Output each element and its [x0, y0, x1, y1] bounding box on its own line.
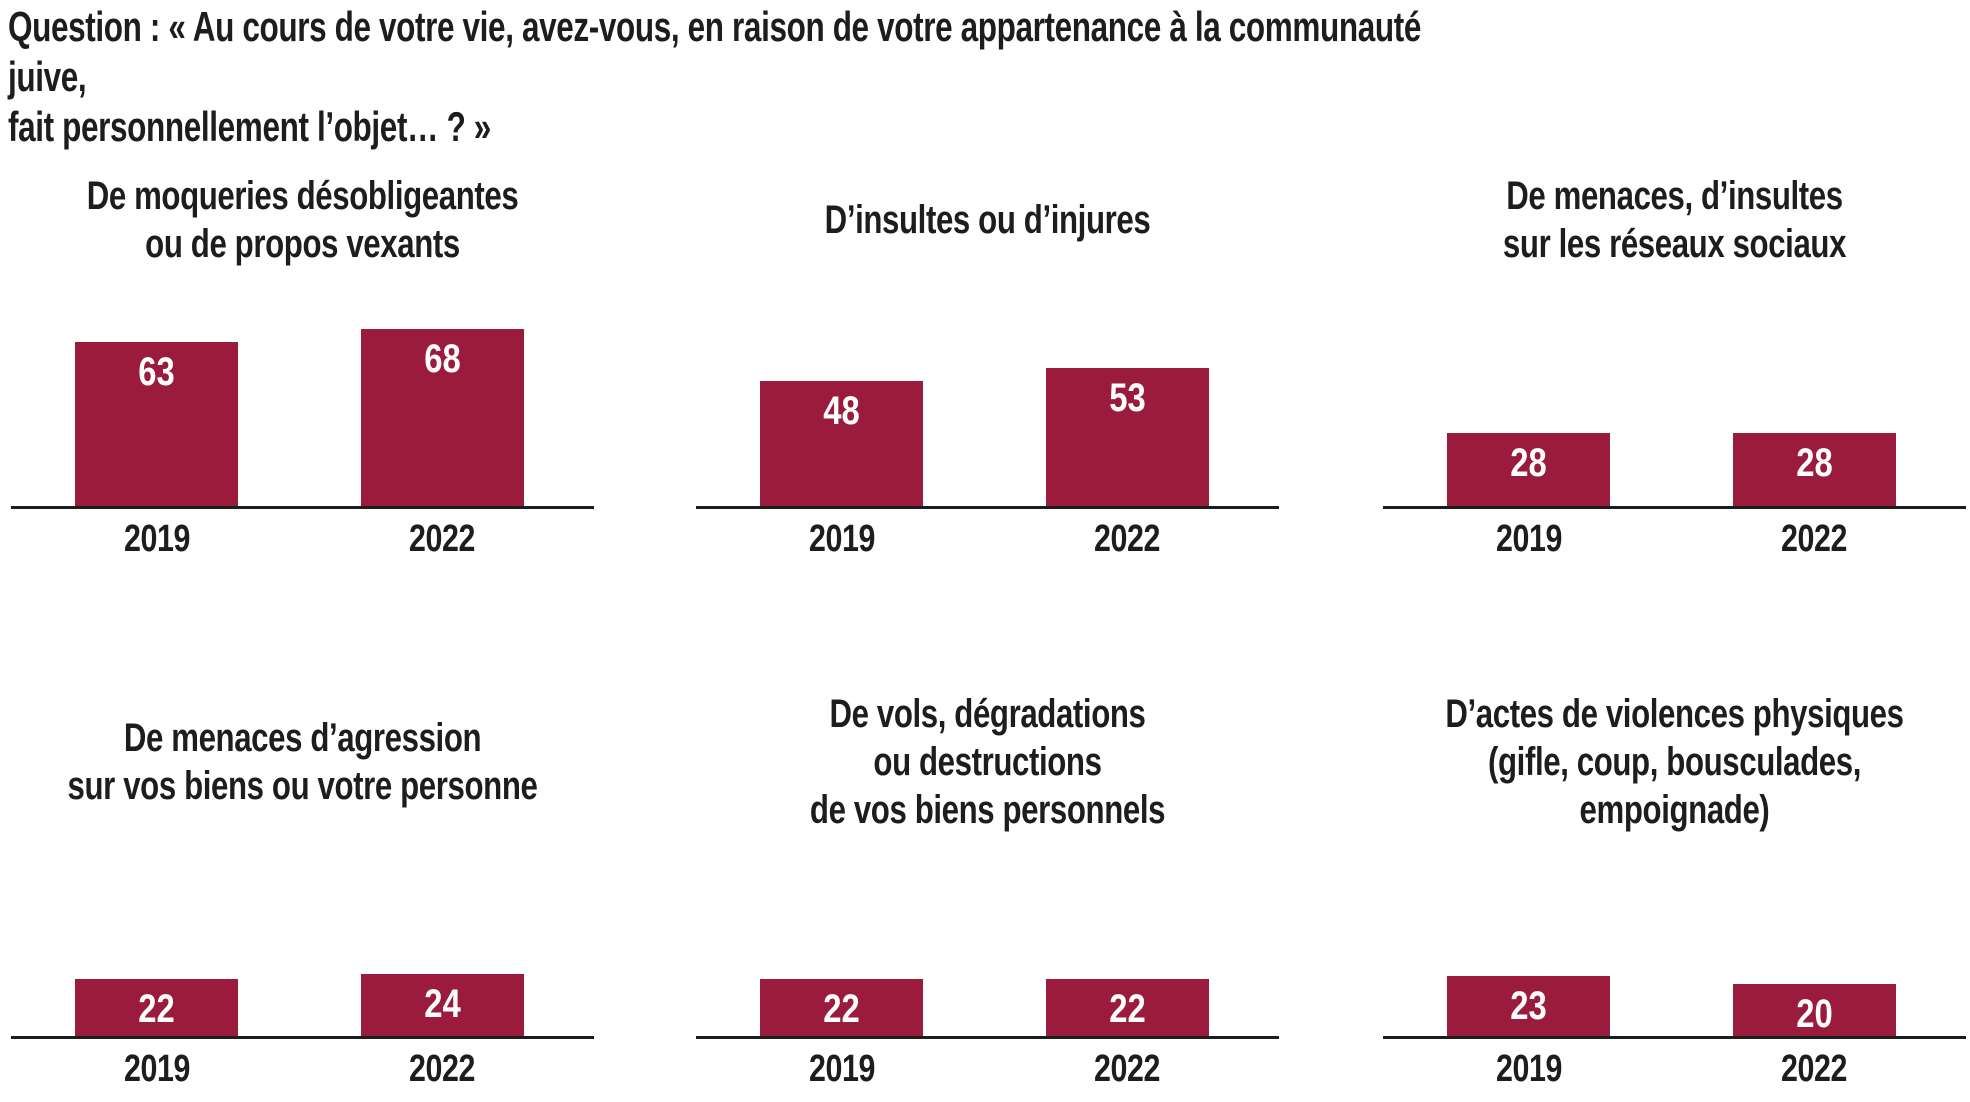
bar-value-label: 23 — [1510, 984, 1547, 1028]
chart-panel-moqueries: De moqueries désobligeantes ou de propos… — [11, 140, 594, 570]
chart-panel-violences-physiques: D’actes de violences physiques (gifle, c… — [1383, 680, 1966, 1102]
x-tick-label-2019: 2019 — [1495, 1048, 1563, 1090]
x-axis-line — [696, 1036, 1279, 1039]
x-tick-label-2022: 2022 — [1780, 1048, 1848, 1090]
chart-panel-reseaux-sociaux: De menaces, d’insultes sur les réseaux s… — [1383, 140, 1966, 570]
bar-2022: 68 — [361, 329, 524, 506]
chart-panel-menaces-agression: De menaces d’agression sur vos biens ou … — [11, 680, 594, 1102]
bar-2019: 63 — [75, 342, 238, 506]
bar-value-label: 20 — [1796, 992, 1833, 1036]
chart-title: De vols, dégradations ou destructions de… — [809, 692, 1166, 832]
x-tick-label-2019: 2019 — [808, 1048, 876, 1090]
chart-panel-insultes: D’insultes ou d’injures 48 53 2019 2022 — [696, 140, 1279, 570]
chart-title: D’actes de violences physiques (gifle, c… — [1445, 692, 1904, 832]
x-axis-line — [696, 506, 1279, 509]
bar-2019: 48 — [760, 381, 923, 506]
bar-value-label: 22 — [1109, 987, 1146, 1031]
x-axis-line — [11, 1036, 594, 1039]
chart-title: De menaces d’agression sur vos biens ou … — [67, 716, 538, 808]
x-tick-label-2022: 2022 — [1093, 1048, 1161, 1090]
question-title: Question : « Au cours de votre vie, avez… — [8, 3, 1422, 150]
x-tick-label-2022: 2022 — [1780, 518, 1848, 560]
chart-panel-vols-degradations: De vols, dégradations ou destructions de… — [696, 680, 1279, 1102]
bar-value-label: 22 — [823, 987, 860, 1031]
x-tick-label-2022: 2022 — [1093, 518, 1161, 560]
x-tick-label-2019: 2019 — [1495, 518, 1563, 560]
bar-value-label: 22 — [138, 987, 175, 1031]
bar-2022: 22 — [1046, 979, 1209, 1036]
bar-2022: 28 — [1733, 433, 1896, 506]
bar-2019: 23 — [1447, 976, 1610, 1036]
bar-2022: 24 — [361, 974, 524, 1036]
x-tick-label-2019: 2019 — [123, 518, 191, 560]
bar-value-label: 28 — [1796, 441, 1833, 485]
x-axis-line — [1383, 1036, 1966, 1039]
bar-value-label: 48 — [823, 389, 860, 433]
bar-value-label: 24 — [424, 982, 461, 1026]
bar-2022: 53 — [1046, 368, 1209, 506]
x-tick-label-2022: 2022 — [408, 518, 476, 560]
x-tick-label-2019: 2019 — [808, 518, 876, 560]
bar-value-label: 68 — [424, 337, 461, 381]
bar-2019: 28 — [1447, 433, 1610, 506]
bar-value-label: 53 — [1109, 376, 1146, 420]
chart-title: De moqueries désobligeantes ou de propos… — [86, 174, 519, 266]
bar-2019: 22 — [75, 979, 238, 1036]
bar-value-label: 28 — [1510, 441, 1547, 485]
x-tick-label-2022: 2022 — [408, 1048, 476, 1090]
x-axis-line — [1383, 506, 1966, 509]
bar-2022: 20 — [1733, 984, 1896, 1036]
bar-2019: 22 — [760, 979, 923, 1036]
x-axis-line — [11, 506, 594, 509]
bar-value-label: 63 — [138, 350, 175, 394]
x-tick-label-2019: 2019 — [123, 1048, 191, 1090]
chart-title: De menaces, d’insultes sur les réseaux s… — [1502, 174, 1847, 266]
chart-title: D’insultes ou d’injures — [824, 198, 1151, 242]
